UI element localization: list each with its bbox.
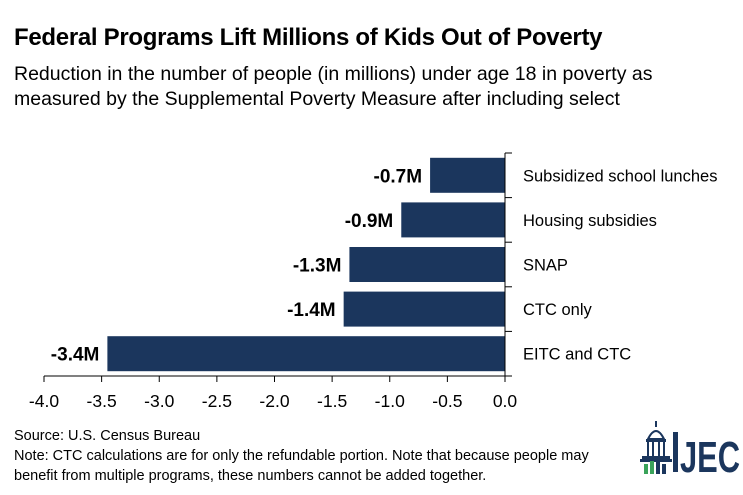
value-tick-label: -1.5 bbox=[317, 391, 347, 411]
category-label: Housing subsidies bbox=[523, 212, 657, 230]
category-label: CTC only bbox=[523, 301, 593, 319]
category-label: Subsidized school lunches bbox=[523, 167, 717, 185]
footnote: Note: CTC calculations are for only the … bbox=[14, 448, 589, 484]
bar bbox=[349, 247, 505, 282]
jec-logo: JEC bbox=[640, 421, 740, 475]
bar-chart: -0.7M -0.9M -1.3M -1.4M -3.4M Subsidized sch… bbox=[29, 152, 717, 411]
bar bbox=[430, 157, 505, 193]
value-tick-label: -0.5 bbox=[432, 391, 462, 411]
axes-group: Subsidized school lunches Housing subsidi… bbox=[29, 152, 717, 411]
value-tick-label: -2.5 bbox=[202, 391, 232, 411]
data-label: -0.7M bbox=[374, 166, 423, 187]
chart-title: Federal Programs Lift Millions of Kids O… bbox=[14, 24, 603, 51]
data-label: -0.9M bbox=[345, 211, 394, 232]
source-note: Source: U.S. Census Bureau bbox=[14, 428, 201, 444]
value-tick-label: -4.0 bbox=[29, 391, 59, 411]
value-tick-label: 0.0 bbox=[493, 391, 518, 411]
capitol-dome-icon bbox=[640, 421, 672, 474]
logo-text: JEC bbox=[680, 433, 740, 475]
bar bbox=[343, 291, 505, 327]
data-label: -1.3M bbox=[293, 256, 342, 277]
data-label: -3.4M bbox=[51, 345, 100, 366]
chart-subtitle: Reduction in the number of people (in mi… bbox=[14, 63, 653, 110]
bar bbox=[401, 202, 505, 238]
data-label: -1.4M bbox=[287, 300, 336, 321]
category-label: EITC and CTC bbox=[523, 346, 631, 364]
value-tick-label: -3.0 bbox=[144, 391, 174, 411]
value-tick-label: -1.0 bbox=[375, 391, 405, 411]
value-tick-label: -3.5 bbox=[87, 391, 117, 411]
bars-group: -0.7M -0.9M -1.3M -1.4M -3.4M bbox=[51, 157, 505, 372]
bar bbox=[107, 336, 505, 372]
category-label: SNAP bbox=[523, 257, 568, 275]
value-tick-label: -2.0 bbox=[259, 391, 289, 411]
